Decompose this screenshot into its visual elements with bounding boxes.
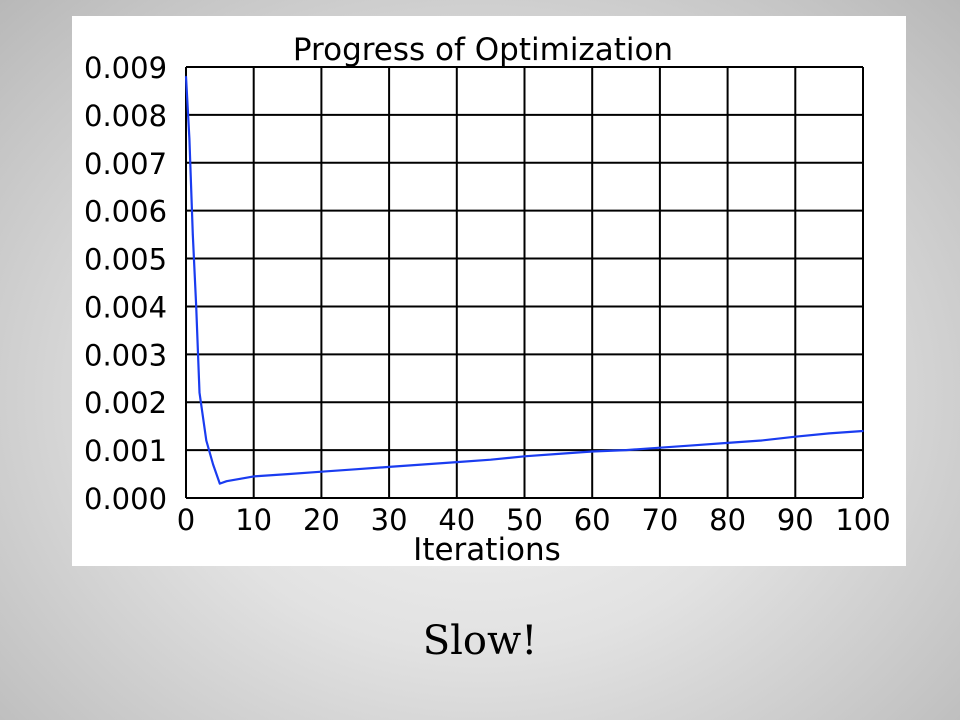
optimization-chart: Progress of Optimization 0.000 0.001 0.002… [84, 32, 891, 566]
y-tick-label: 0.008 [84, 99, 167, 133]
data-point [205, 439, 208, 442]
series-layer [184, 75, 864, 485]
x-axis-label: Iterations [413, 532, 561, 566]
y-tick-label: 0.009 [84, 51, 167, 85]
data-point [794, 435, 797, 438]
x-tick-label: 100 [835, 503, 890, 537]
data-point [354, 468, 357, 471]
x-tick-label: 80 [709, 503, 746, 537]
x-tick-label: 10 [235, 503, 272, 537]
data-point [828, 432, 830, 435]
chart-title: Progress of Optimization [293, 32, 673, 68]
data-point [252, 475, 255, 478]
y-tick-label: 0.005 [84, 243, 167, 277]
data-point [659, 446, 661, 449]
data-point [225, 480, 228, 483]
data-point [692, 444, 695, 447]
x-tick-label: 30 [371, 503, 408, 537]
data-point [195, 305, 197, 308]
data-point [286, 473, 289, 475]
data-point [489, 458, 492, 461]
data-point [191, 233, 194, 236]
data-point [726, 442, 729, 444]
data-point [422, 463, 424, 466]
data-point [188, 138, 191, 140]
data-point [239, 478, 241, 480]
data-point [320, 470, 323, 473]
y-tick-labels: 0.000 0.001 0.002 0.003 0.004 0.005 0.006 0.007… [84, 51, 167, 516]
data-point [523, 455, 526, 458]
x-tick-label: 50 [506, 503, 543, 537]
data-point [557, 453, 560, 455]
y-tick-label: 0.002 [84, 386, 167, 420]
data-point [591, 450, 593, 453]
data-point [219, 482, 221, 485]
y-tick-label: 0.007 [84, 147, 167, 181]
data-point [185, 75, 187, 78]
data-point [212, 463, 214, 466]
data-point [862, 430, 864, 432]
y-tick-label: 0.006 [84, 195, 167, 229]
y-tick-label: 0.004 [84, 290, 167, 324]
grid-layer [185, 66, 864, 499]
slide-caption: Slow! [422, 618, 538, 664]
data-point [388, 466, 390, 468]
y-tick-label: 0.000 [84, 482, 167, 516]
data-point [456, 461, 458, 463]
x-tick-label: 0 [177, 503, 195, 537]
x-tick-label: 40 [438, 503, 475, 537]
chart-panel: Progress of Optimization 0.000 0.001 0.002… [72, 16, 906, 566]
y-tick-label: 0.003 [84, 338, 167, 372]
y-tick-label: 0.001 [84, 434, 167, 468]
x-tick-labels: 0 10 20 30 40 50 60 70 80 90 100 [177, 503, 891, 537]
x-tick-label: 20 [303, 503, 340, 537]
data-point [198, 391, 201, 394]
x-tick-label: 70 [641, 503, 678, 537]
data-point [625, 449, 627, 451]
x-tick-label: 60 [574, 503, 611, 537]
data-point [760, 439, 763, 442]
x-tick-label: 90 [777, 503, 814, 537]
